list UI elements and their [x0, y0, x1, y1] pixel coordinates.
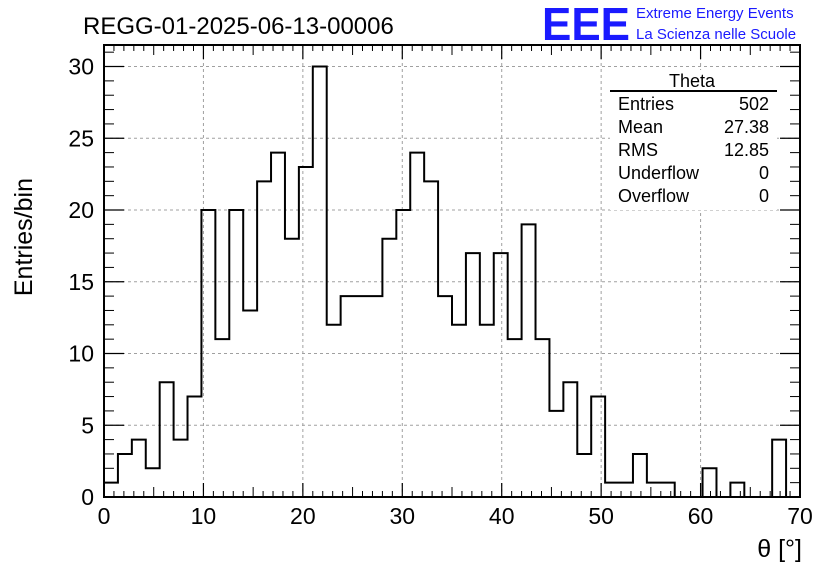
- y-tick-label: 15: [68, 269, 94, 295]
- stat-label-overflow: Overflow: [618, 186, 690, 206]
- y-tick-label: 5: [81, 412, 94, 438]
- stats-box-title: Theta: [669, 71, 716, 91]
- stats-box-background: [610, 70, 777, 210]
- stat-value-entries: 502: [739, 94, 769, 114]
- y-axis-title: Entries/bin: [10, 178, 38, 296]
- stat-label-underflow: Underflow: [618, 163, 700, 183]
- grid-lines: [104, 45, 800, 497]
- x-tick-label: 60: [688, 503, 714, 529]
- x-tick-label: 20: [290, 503, 316, 529]
- chart-title: REGG-01-2025-06-13-00006: [83, 13, 394, 40]
- stat-value-rms: 12.85: [724, 140, 769, 160]
- logo-line-1: Extreme Energy Events: [636, 5, 794, 22]
- stat-label-rms: RMS: [618, 140, 658, 160]
- x-tick-label: 70: [787, 503, 813, 529]
- x-tick-label: 40: [489, 503, 515, 529]
- y-tick-label: 0: [81, 484, 94, 510]
- stat-value-mean: 27.38: [724, 117, 769, 137]
- stat-value-underflow: 0: [759, 163, 769, 183]
- x-tick-label: 0: [98, 503, 111, 529]
- logo-line-2: La Scienza nelle Scuole: [636, 26, 796, 43]
- y-tick-label: 10: [68, 341, 94, 367]
- x-tick-label: 10: [191, 503, 217, 529]
- y-tick-label: 25: [68, 125, 94, 151]
- logo-letters: EEE: [542, 0, 630, 50]
- y-tick-label: 30: [68, 54, 94, 80]
- y-tick-label: 20: [68, 197, 94, 223]
- stat-value-overflow: 0: [759, 186, 769, 206]
- eee-logo: EEE Extreme Energy Events La Scienza nel…: [542, 0, 796, 50]
- stats-box: Theta Entries 502 Mean 27.38 RMS 12.85 U…: [610, 70, 777, 210]
- tick-labels: 0 10 20 30 40 50 60 70 0 5 10 15 20 25 30: [68, 54, 812, 529]
- x-axis-title: θ [°]: [757, 535, 802, 563]
- stat-label-mean: Mean: [618, 117, 663, 137]
- x-tick-label: 50: [588, 503, 614, 529]
- histogram-series: [104, 65, 800, 498]
- axis-ticks: [103, 45, 801, 498]
- x-tick-label: 30: [389, 503, 415, 529]
- stat-label-entries: Entries: [618, 94, 674, 114]
